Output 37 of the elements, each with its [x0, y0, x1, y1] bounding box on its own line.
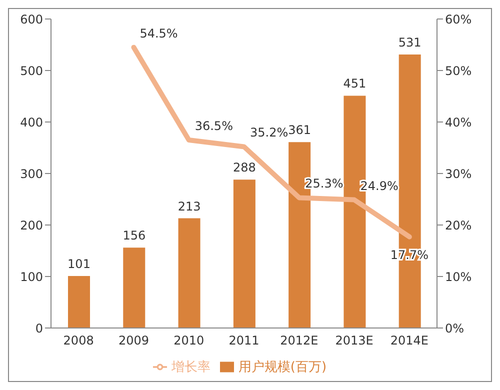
data-label: 54.5%: [140, 26, 178, 40]
data-label: 451: [343, 76, 366, 91]
y-tick-label: 100: [20, 270, 43, 284]
data-label: 213: [178, 199, 201, 214]
data-label: 101: [68, 256, 90, 271]
data-label: 156: [122, 228, 146, 243]
x-tick-label: 2013E: [335, 334, 374, 348]
x-tick-label: 2009: [118, 334, 149, 348]
x-tick-label: 2014E: [390, 334, 428, 348]
y-tick-label: 400: [20, 115, 43, 130]
y-tick-label: 0: [35, 321, 43, 336]
y-tick-label: 500: [20, 64, 43, 78]
data-label: 531: [398, 36, 422, 50]
bar: [68, 276, 90, 328]
data-label: 288: [232, 160, 256, 175]
data-label: 36.5%: [194, 119, 233, 134]
y2-tick-label: 50%: [445, 64, 472, 78]
y2-tick-label: 10%: [445, 270, 472, 284]
y2-tick-label: 60%: [445, 12, 472, 26]
x-tick-label: 2011: [228, 334, 260, 348]
y2-tick-label: 20%: [445, 218, 472, 232]
y-tick-label: 300: [20, 166, 43, 181]
y2-tick-label: 30%: [445, 166, 472, 181]
x-tick-label: 2010: [174, 334, 204, 348]
bar: [178, 218, 200, 328]
y2-tick-label: 40%: [445, 115, 472, 130]
data-label: 35.2%: [250, 126, 288, 140]
x-tick-label: 2012E: [280, 334, 318, 348]
data-label: 361: [288, 123, 312, 138]
y2-tick-label: 0%: [445, 321, 464, 336]
y-tick-label: 200: [20, 218, 43, 232]
legend-label: 增长率: [171, 360, 210, 375]
legend-label: 用户规模(百万): [238, 360, 327, 375]
y-tick-label: 600: [20, 12, 43, 26]
bar: [233, 180, 256, 328]
x-tick-label: 2008: [63, 334, 94, 348]
bar: [123, 248, 146, 328]
